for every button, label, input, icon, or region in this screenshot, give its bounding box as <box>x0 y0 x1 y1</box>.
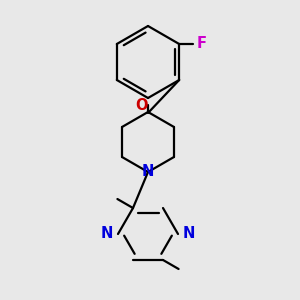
Text: F: F <box>196 37 206 52</box>
Text: N: N <box>142 164 154 179</box>
Text: N: N <box>100 226 113 242</box>
Text: O: O <box>135 98 147 112</box>
Text: N: N <box>183 226 195 242</box>
